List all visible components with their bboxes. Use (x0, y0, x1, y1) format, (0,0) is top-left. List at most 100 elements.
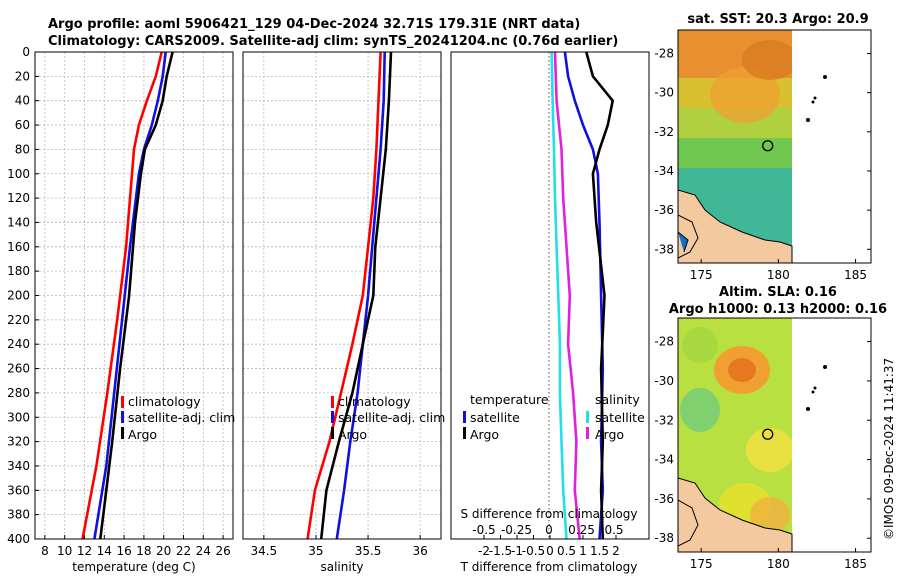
legend-swatch-t-satellite (463, 411, 466, 423)
sst-warm-eddy (710, 67, 780, 123)
series-line-s-argo (553, 52, 581, 539)
y-tick-label: 60 (15, 118, 30, 132)
x-tick-label: 1.5 (590, 544, 609, 558)
sst-blue-edge (678, 231, 689, 253)
sla-map-field (678, 318, 871, 552)
legend-argo: Argo (338, 427, 367, 442)
legend-salinity-title: salinity (595, 392, 640, 407)
y-tick-label: 240 (7, 337, 30, 351)
sst-coast-contour (678, 214, 699, 259)
map-y-tick-label: -34 (654, 453, 674, 467)
profile-location-marker (762, 428, 774, 440)
series-line-s-satellite (550, 52, 568, 539)
y-tick-label: 380 (7, 508, 30, 522)
legend-swatch-satellite (331, 411, 334, 423)
sst-map-title: sat. SST: 20.3 Argo: 20.9 (687, 12, 868, 27)
map-x-tick-label: 185 (844, 268, 867, 282)
temperature-tick-labels: 8 10 12 14 16 18 20 22 24 26 (41, 535, 231, 558)
legend-climatology: climatology (338, 394, 411, 409)
map-x-tick-label: 175 (690, 557, 713, 571)
difference-xlabel: T difference from climatology (460, 560, 638, 574)
s-tick-label: -0.25 (501, 523, 532, 537)
depth-tick-labels: 0 20 40 60 80 100 120 140 160 180 200 220 240 260 280 3… (7, 45, 39, 546)
x-tick-label: 35.5 (355, 544, 382, 558)
y-tick-label: 0 (22, 45, 30, 59)
y-tick-label: 220 (7, 313, 30, 327)
sst-warm-patch (742, 40, 798, 80)
sla-mid-patch (746, 428, 794, 472)
profile-location-marker (762, 140, 774, 152)
sst-map-field (678, 30, 871, 263)
y-tick-label: 320 (7, 435, 30, 449)
y-tick-label: 40 (15, 94, 30, 108)
y-tick-label: 300 (7, 410, 30, 424)
y-tick-label: 120 (7, 191, 30, 205)
x-tick-label: -0.5 (522, 544, 545, 558)
x-tick-label: 34.5 (250, 544, 277, 558)
island-marker (806, 407, 810, 411)
y-tick-label: 140 (7, 215, 30, 229)
y-tick-label: 280 (7, 386, 30, 400)
legend-satellite-adj: satellite-adj. clim (128, 410, 235, 425)
x-tick-label: 26 (215, 544, 230, 558)
series-line-satellite-adj-clim (335, 52, 386, 539)
sla-map-title: Altim. SLA: 0.16 (719, 285, 837, 300)
legend-swatch-climatology (331, 396, 334, 408)
series-line-argo (99, 52, 174, 539)
series-line-climatology (81, 52, 163, 539)
legend-swatch-argo (121, 427, 124, 439)
map-x-tick-label: 185 (844, 557, 867, 571)
map-y-tick-label: -30 (654, 374, 674, 388)
sla-low-patch (680, 388, 720, 432)
legend-t-satellite: satellite (470, 410, 520, 425)
map-y-tick-label: -36 (654, 203, 674, 217)
island-marker (813, 96, 817, 100)
sst-map: sat. SST: 20.3 Argo: 20.9 175 180 185 -28 -3… (654, 12, 872, 282)
series-line-argo (319, 52, 393, 539)
x-tick-label: -1.5 (489, 544, 512, 558)
x-tick-label: 1 (579, 544, 587, 558)
map-x-tick-label: 175 (690, 268, 713, 282)
legend-climatology: climatology (128, 394, 201, 409)
difference-panel: -2-1.5-1-0.5 0 0.5 1 1.5 2 T difference from … (450, 51, 650, 574)
sla-map-frame (677, 317, 872, 553)
island-marker (823, 365, 827, 369)
sla-map: Altim. SLA: 0.16 Argo h1000: 0.13 h2000:… (654, 285, 887, 571)
temperature-legend: climatology satellite-adj. clim Argo (121, 394, 235, 442)
x-tick-label: -1 (511, 544, 523, 558)
s-difference-tick-labels: -0.5 -0.25 0 0.25 0.5 (472, 523, 623, 537)
x-tick-label: -2 (478, 544, 490, 558)
imos-credit: ©IMOS 09-Dec-2024 11:41:37 (882, 358, 896, 540)
sst-land (678, 189, 793, 263)
x-tick-label: 0.5 (557, 544, 576, 558)
sla-map-subtitle: Argo h1000: 0.13 h2000: 0.16 (669, 302, 887, 317)
x-tick-label: 14 (97, 544, 112, 558)
temperature-xlabel: temperature (deg C) (72, 560, 195, 574)
legend-s-argo: Argo (595, 427, 624, 442)
temperature-panel: 0 20 40 60 80 100 120 140 160 180 200 220 240 260 280 3… (7, 45, 235, 574)
legend-satellite-adj: satellite-adj. clim (338, 410, 445, 425)
figure-title: Argo profile: aoml 5906421_129 04-Dec-20… (48, 17, 580, 32)
y-tick-label: 100 (7, 167, 30, 181)
x-tick-label: 12 (77, 544, 92, 558)
map-y-tick-label: -28 (654, 46, 674, 60)
map-x-tick-label: 180 (767, 557, 790, 571)
temperature-frame (34, 51, 234, 540)
difference-lines (550, 52, 614, 539)
s-difference-label: S difference from climatology (461, 507, 638, 521)
map-y-tick-label: -34 (654, 164, 674, 178)
y-tick-label: 340 (7, 459, 30, 473)
island-marker (806, 118, 810, 122)
x-tick-label: 2 (612, 544, 620, 558)
difference-tick-labels: -2-1.5-1-0.5 0 0.5 1 1.5 2 (478, 535, 620, 558)
series-line-t-argo (585, 52, 614, 539)
salinity-tick-labels: 34.5 35 35.5 36 (250, 535, 428, 558)
x-tick-label: 16 (116, 544, 131, 558)
salinity-grid (243, 51, 441, 540)
x-tick-label: 8 (41, 544, 49, 558)
legend-swatch-s-argo (586, 427, 589, 439)
y-tick-label: 400 (7, 532, 30, 546)
salinity-xlabel: salinity (320, 560, 363, 574)
legend-temperature-title: temperature (470, 392, 549, 407)
